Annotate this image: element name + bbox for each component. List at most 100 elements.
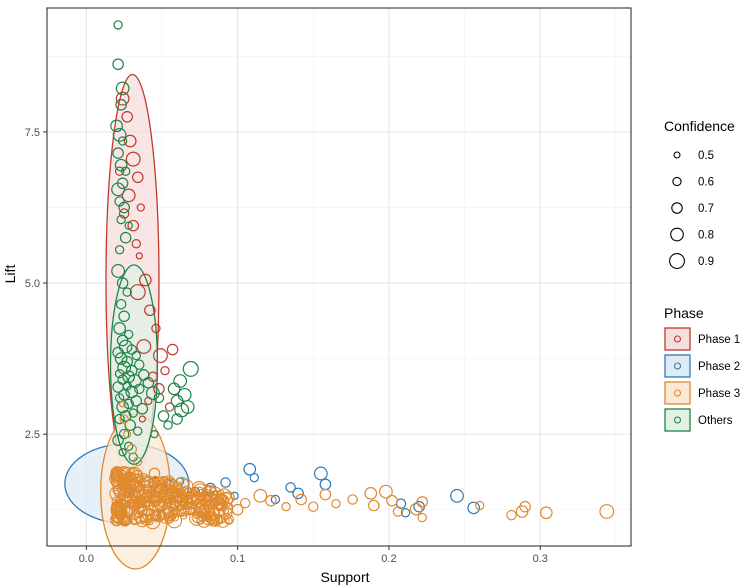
data-point [116,214,126,225]
data-points [109,20,615,530]
data-point [134,502,145,513]
data-point [118,448,127,457]
confidence-key-circle [672,176,682,187]
data-point [239,497,251,509]
data-point [113,483,127,498]
confidence-key-label: 0.9 [698,256,714,268]
data-point [208,513,223,527]
plot-border [46,7,632,547]
data-point [170,394,184,408]
confidence-key-circle [673,151,681,159]
data-point [153,392,165,404]
data-point [114,413,125,425]
data-point [119,231,132,244]
data-point [122,287,132,297]
data-point [154,514,161,521]
data-point [120,506,127,514]
y-tick-label: 5.0 [25,278,40,290]
data-point [208,493,223,508]
data-point [136,489,151,504]
data-point [112,434,124,447]
data-point [112,58,124,71]
data-point [114,352,128,365]
data-point [130,395,143,407]
data-point [134,359,145,370]
data-point [292,487,304,500]
data-point [127,219,140,232]
data-point [367,499,380,512]
data-point [198,506,207,514]
data-point [135,252,143,260]
data-point [130,470,144,483]
confidence-key-circle [670,227,684,242]
data-point [112,346,124,359]
data-point [177,501,192,517]
data-point [450,488,464,503]
data-point [193,500,210,517]
data-point [133,426,143,436]
data-point [191,480,207,496]
data-point [171,513,179,522]
data-point [123,329,134,340]
data-point [153,348,168,364]
data-point [113,490,120,497]
data-point [158,479,166,486]
data-point [135,472,151,487]
data-point [119,400,127,408]
phase-key-box [664,354,691,378]
data-point [111,264,126,278]
data-point [123,441,134,451]
data-point [117,136,128,146]
data-point [185,502,197,515]
phase-key-circle [673,362,682,370]
data-point [110,513,124,527]
data-point [295,493,307,506]
phase-key-box [664,381,691,405]
data-point [124,419,137,431]
data-point [138,415,146,423]
data-point [214,493,227,506]
phase-legend: Phase Phase 1 Phase 2 Phase 3 Others [664,305,740,432]
data-point [136,501,144,508]
data-point [331,498,341,509]
data-point [118,428,130,440]
data-point [265,494,277,507]
data-point [120,166,131,176]
data-point [164,402,175,412]
data-point [539,506,553,520]
data-point [166,512,183,529]
data-point [206,510,217,522]
confidence-key-label: 0.8 [698,230,714,242]
data-point [122,496,135,509]
data-point [121,188,136,203]
data-point [180,400,195,414]
phase-key-label: Phase 2 [698,361,740,373]
data-point [112,147,124,159]
data-point [148,495,164,512]
data-point [220,477,231,488]
y-tick-label: 2.5 [25,429,40,441]
phase-key-circle [673,389,682,397]
data-point [141,476,158,493]
data-point [182,360,199,377]
data-point [128,408,138,418]
data-point [110,469,124,483]
data-point [128,486,136,494]
data-point [111,182,126,197]
data-point [249,472,259,483]
confidence-key-label: 0.6 [698,177,714,189]
phase-3-dense-cluster [109,465,235,530]
data-point [112,381,124,393]
data-point [144,304,156,317]
phase-key-label: Phase 1 [698,334,740,346]
data-point [319,488,332,501]
data-point [131,171,144,184]
data-point [364,487,378,500]
data-point [281,502,291,512]
data-point [118,492,127,501]
data-point [243,462,257,476]
data-point [115,81,130,96]
data-point [121,514,132,526]
data-point [118,389,130,401]
